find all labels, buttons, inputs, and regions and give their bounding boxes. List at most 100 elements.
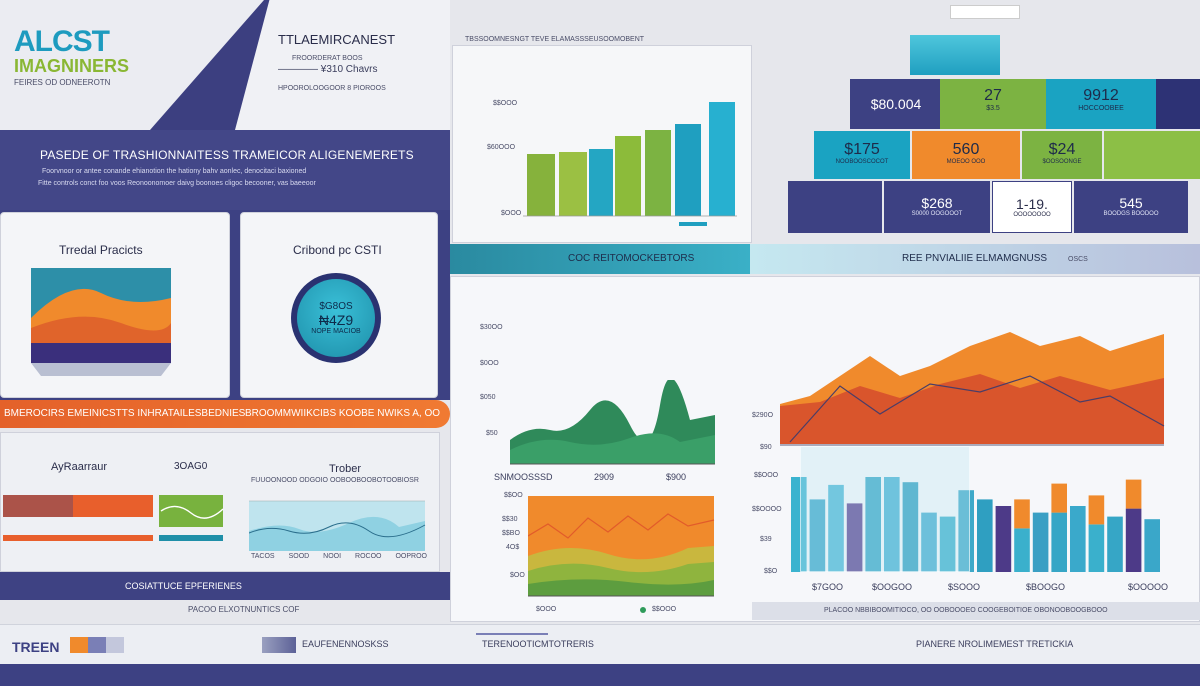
mid-band-right: REE PNVIALIIE ELMAMGNUSS OSCS bbox=[750, 244, 1200, 274]
right-mountain-chart bbox=[780, 332, 1165, 446]
kpi-label: $OOSOONGE bbox=[1042, 159, 1082, 165]
kpi-value: $24 bbox=[1048, 141, 1076, 158]
bar bbox=[828, 484, 844, 572]
lm-x-label: $OOO bbox=[536, 606, 557, 613]
kpi-grid: $80.004 27 $3.5 9912 HOCCOOBEE $175 NOOB… bbox=[780, 5, 1200, 245]
top-bar-chart bbox=[523, 102, 737, 226]
lower-left-footer-band: COSIATTUCE EPFERIENES bbox=[0, 572, 450, 600]
kpi-value: 27 bbox=[984, 87, 1002, 104]
lower-left-axis: TACOS SOOD NOOI ROCOO OOPROO bbox=[251, 553, 427, 560]
mid-band-left: COC REITOMOCKEBTORS bbox=[450, 244, 750, 274]
kpi-cell-2: 27 $3.5 bbox=[940, 79, 1046, 129]
area-y-label: $0OO bbox=[480, 360, 499, 367]
bar bbox=[958, 490, 974, 572]
footer: TREEN EAUFENENNOSKSS TERENOOTICMTOTRERIS… bbox=[0, 624, 1200, 664]
banner-title: PASEDE OF TRASHIONNAITESS TRAMEICOR ALIG… bbox=[40, 148, 414, 162]
lm-y-label: $$BO bbox=[502, 530, 520, 537]
lower-left-line-chart bbox=[249, 500, 426, 551]
lower-left-title2: Trober bbox=[329, 463, 361, 475]
bar bbox=[884, 477, 900, 572]
header-light-panel bbox=[235, 0, 450, 130]
footer-item-3: TERENOOTICMTOTRERIS bbox=[482, 639, 594, 649]
bar-cap bbox=[1014, 499, 1030, 529]
kpi-cell-4: $175 NOOBOOSCOCOT bbox=[814, 131, 910, 179]
bar bbox=[1032, 512, 1049, 572]
rc-y-label: $290O bbox=[752, 412, 774, 419]
bar bbox=[615, 136, 641, 216]
area-y-label: $050 bbox=[480, 394, 496, 401]
banner-line1: Foorvnoor or antee conande ehianotion th… bbox=[42, 168, 307, 175]
rc-y-label: $39 bbox=[760, 536, 772, 543]
kpi-cell-10: 545 BOODGS BOODOO bbox=[1074, 181, 1188, 233]
mid-band-right-label: REE PNVIALIIE ELMAMGNUSS bbox=[902, 253, 1048, 264]
area-x-label: SNMOOSSSD bbox=[494, 472, 553, 482]
mgmt-sub1: FROORDERAT BOOS bbox=[292, 55, 363, 62]
bar bbox=[1107, 516, 1123, 572]
kpi-label: S0000 OOGOOOT bbox=[911, 211, 963, 217]
bar bbox=[1088, 524, 1105, 572]
rc-x-label: $SOOO bbox=[948, 582, 981, 592]
logo-line2: IMAGNINERS bbox=[14, 56, 130, 76]
bar bbox=[559, 152, 587, 216]
bar-cap bbox=[1125, 479, 1142, 509]
kpi-label: BOODGS BOODOO bbox=[1103, 211, 1159, 217]
lower-left-footer: COSIATTUCE EPFERIENES bbox=[125, 581, 242, 591]
kpi-top-bar bbox=[950, 5, 1020, 19]
mid-band-right-tag: OSCS bbox=[1068, 256, 1088, 263]
right-chart-footer-text: PLACOO NBBIBOOMITIOCO, OO OOBOOOEO COOGE… bbox=[824, 607, 1108, 614]
bar bbox=[709, 102, 735, 216]
orange-bar-right: BROOMMWIIKCIBS KOOBE NWIKS A, OO bbox=[245, 408, 441, 419]
axis-label: ROCOO bbox=[355, 553, 382, 560]
banner: PASEDE OF TRASHIONNAITESS TRAMEICOR ALIG… bbox=[0, 130, 450, 210]
lower-left-subtitle2: FUUOONOOD ODGOIO OOBOOBOOBOTOOBIOSR bbox=[251, 477, 419, 484]
axis-label: TACOS bbox=[251, 553, 275, 560]
bar bbox=[1125, 508, 1142, 572]
kpi-cell-5: 560 MOEOO OOO bbox=[912, 131, 1020, 179]
footer-item-icon bbox=[262, 637, 296, 653]
bar-cap bbox=[1088, 495, 1105, 525]
rc-y-label: $90 bbox=[760, 444, 772, 451]
right-chart-footer: PLACOO NBBIBOOMITIOCO, OO OOBOOOEO COOGE… bbox=[752, 602, 1200, 620]
top-axis-label: $60OOO bbox=[487, 144, 516, 151]
bar bbox=[1070, 506, 1086, 572]
kpi-value: 9912 bbox=[1083, 87, 1119, 104]
lm-y-label: $OO bbox=[510, 572, 525, 579]
kpi-value: $268 bbox=[921, 195, 953, 211]
kpi-value: 1-19. bbox=[1016, 196, 1048, 212]
lower-left-bars bbox=[3, 495, 224, 541]
kpi-cell-6b bbox=[1104, 131, 1200, 179]
right-bar-chart bbox=[791, 477, 1160, 572]
mgmt-title: TTLAEMIRCANEST bbox=[278, 32, 396, 47]
bar bbox=[939, 516, 956, 572]
cost-gauge: $G8OS ₦4Z9 NOPE MACIOB bbox=[291, 273, 381, 363]
footer-item-4: PIANERE NROLIMEMEST TRETICKIA bbox=[916, 639, 1074, 649]
area-y-label: $50 bbox=[486, 430, 498, 437]
cost-card-title: Cribond pc CSTI bbox=[293, 243, 382, 257]
bar bbox=[1051, 512, 1067, 572]
lm-x-label: $$OOO bbox=[652, 606, 677, 613]
mgmt-sub3: HPOOROLOOGOOR 8 PIOROOS bbox=[278, 85, 386, 92]
bar bbox=[1144, 519, 1160, 572]
bar bbox=[1014, 528, 1030, 572]
lm-y-label: $$OO bbox=[504, 492, 523, 499]
top-bar-chart-panel: TBSSOOMNESNGT TEVE ELAMASSSEUSOOMOBENT $… bbox=[452, 36, 752, 243]
right-bar-glass bbox=[800, 446, 970, 572]
top-axis-label: $OOO bbox=[501, 210, 522, 217]
kpi-cell-7 bbox=[788, 181, 882, 233]
kpi-cell-3b bbox=[1156, 79, 1200, 129]
bar bbox=[809, 499, 826, 572]
kpi-value: 545 bbox=[1119, 195, 1143, 211]
trend-card-title: Trredal Pracicts bbox=[59, 243, 143, 257]
cost-value-3: NOPE MACIOB bbox=[311, 328, 361, 335]
kpi-value: $80.004 bbox=[870, 96, 922, 112]
kpi-top-tab bbox=[910, 35, 1000, 75]
kpi-cell-6: $24 $OOSOONGE bbox=[1022, 131, 1102, 179]
mgmt-sub2: ———— ¥310 Chavrs bbox=[278, 64, 378, 75]
area-chart bbox=[510, 380, 715, 465]
footer-base bbox=[0, 664, 1200, 686]
rc-y-label: $$O bbox=[764, 568, 778, 575]
rc-x-label: $OOOOO bbox=[1128, 582, 1169, 592]
kpi-label: MOEOO OOO bbox=[946, 159, 986, 165]
footer-logo-blocks bbox=[70, 637, 124, 653]
